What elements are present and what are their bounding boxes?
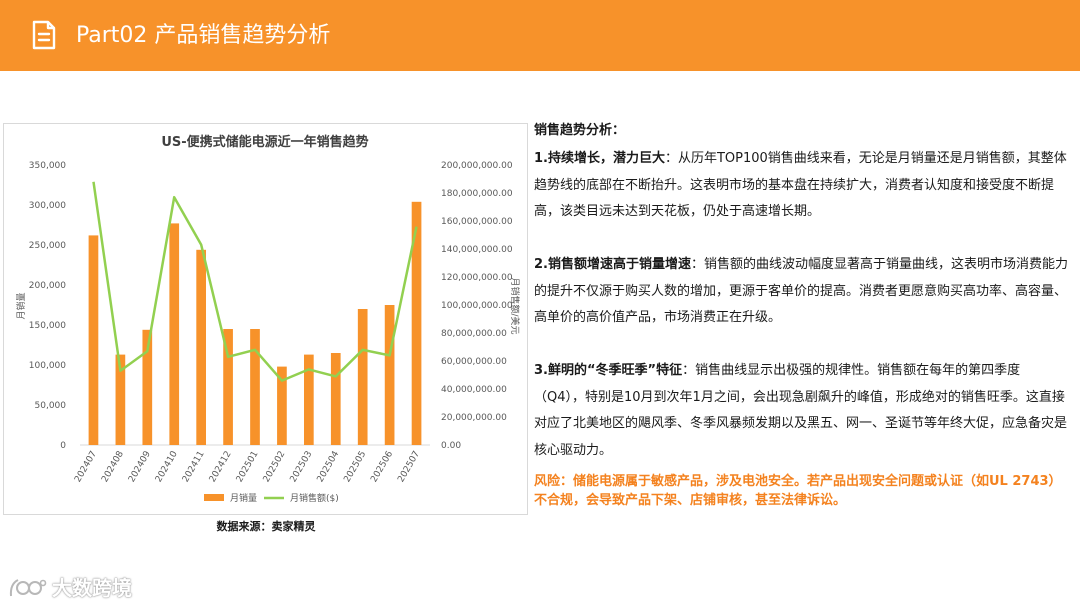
- x-tick-label: 202409: [127, 449, 153, 484]
- x-tick-label: 202501: [235, 450, 261, 485]
- bar-202410: [169, 223, 180, 445]
- x-tick-label: 202507: [396, 450, 422, 485]
- bar-202501: [250, 329, 260, 445]
- point-heading: 1.持续增长，潜力巨大: [534, 151, 665, 166]
- document-icon: [32, 20, 56, 50]
- left-axis-ticks: 0 50,000 100,000 150,000 200,000 250,000 300,0…: [29, 161, 66, 451]
- left-tick-label: 300,000: [29, 201, 66, 211]
- analysis-point-3: 3.鲜明的“冬季旺季”特征：销售曲线显示出极强的规律性。销售额在每年的第四季度（…: [534, 358, 1068, 464]
- data-source-caption: 数据来源：卖家精灵: [216, 520, 316, 533]
- x-tick-label: 202506: [369, 449, 395, 484]
- chart-legend: 月销量 月销售额($): [204, 492, 339, 504]
- point-body: ：从历年TOP100销售曲线来看，无论是月销量还是月销售额，其整体趋势线的底部在…: [534, 151, 1067, 219]
- x-tick-label: 202502: [262, 450, 288, 485]
- bar-202507: [411, 201, 422, 445]
- bar-202408: [115, 354, 126, 445]
- bar-202409: [142, 329, 153, 445]
- x-tick-label: 202411: [181, 450, 207, 485]
- right-tick-label: 0.00: [441, 441, 461, 451]
- left-tick-label: 150,000: [29, 321, 66, 331]
- point-heading: 2.销售额增速高于销量增速: [534, 257, 691, 272]
- chart-canvas: US-便携式储能电源近一年销售趋势 0 50,000 100,000 150,000 2…: [15, 134, 521, 504]
- x-tick-label: 202407: [73, 450, 99, 485]
- x-tick-label: 202504: [316, 449, 342, 484]
- title-bar: Part02 产品销售趋势分析: [0, 0, 1080, 71]
- bar-202407: [88, 235, 99, 445]
- bar-series-monthly-units: [88, 201, 422, 445]
- brand-logo-icon: [9, 579, 47, 597]
- right-tick-label: 40,000,000.00: [441, 385, 507, 395]
- sales-trend-chart: US-便携式储能电源近一年销售趋势 0 50,000 100,000 150,000 2…: [3, 123, 528, 515]
- analysis-panel: 销售趋势分析： 1.持续增长，潜力巨大：从历年TOP100销售曲线来看，无论是月…: [534, 121, 1068, 510]
- right-tick-label: 20,000,000.00: [441, 413, 507, 423]
- analysis-point-1: 1.持续增长，潜力巨大：从历年TOP100销售曲线来看，无论是月销量还是月销售额…: [534, 146, 1068, 226]
- legend-label-revenue: 月销售额($): [290, 492, 339, 504]
- bar-202502: [277, 366, 287, 445]
- left-tick-label: 350,000: [29, 161, 66, 171]
- right-axis-ticks: 0.00 20,000,000.00 40,000,000.00 60,000,000…: [441, 161, 513, 451]
- right-axis-label: 月销售额/美元: [509, 277, 521, 334]
- left-tick-label: 100,000: [29, 361, 66, 371]
- page-title: Part02 产品销售趋势分析: [76, 23, 331, 48]
- bar-202505: [357, 309, 368, 445]
- legend-swatch-units: [204, 494, 224, 501]
- x-tick-label: 202505: [342, 450, 368, 485]
- bar-202506: [384, 305, 395, 445]
- chart-title: US-便携式储能电源近一年销售趋势: [161, 134, 368, 150]
- legend-label-units: 月销量: [230, 492, 257, 504]
- right-tick-label: 180,000,000.00: [441, 189, 513, 199]
- right-tick-label: 60,000,000.00: [441, 357, 507, 367]
- bar-202503: [304, 354, 314, 445]
- right-tick-label: 200,000,000.00: [441, 161, 513, 171]
- x-tick-label: 202412: [208, 450, 234, 485]
- point-body: ：销售曲线显示出极强的规律性。销售额在每年的第四季度（Q4），特别是10月到次年…: [534, 363, 1068, 458]
- x-tick-label: 202503: [289, 450, 315, 485]
- x-tick-label: 202410: [154, 449, 180, 484]
- risk-note: 风险：储能电源属于敏感产品，涉及电池安全。若产品出现安全问题或认证（如UL 27…: [534, 474, 1062, 508]
- point-body: ：销售额的曲线波动幅度显著高于销量曲线，这表明市场消费能力的提升不仅源于购买人数…: [534, 257, 1068, 325]
- analysis-point-2: 2.销售额增速高于销量增速：销售额的曲线波动幅度显著高于销量曲线，这表明市场消费…: [534, 252, 1068, 332]
- left-tick-label: 0: [60, 441, 66, 451]
- left-tick-label: 250,000: [29, 241, 66, 251]
- watermark-logo: 大数跨境: [8, 576, 148, 600]
- watermark-text: 大数跨境: [52, 576, 132, 600]
- x-tick-label: 202408: [100, 449, 126, 484]
- bar-202412: [223, 329, 233, 445]
- bar-202504: [330, 353, 341, 445]
- right-tick-label: 160,000,000.00: [441, 217, 513, 227]
- right-tick-label: 80,000,000.00: [441, 329, 507, 339]
- analysis-title: 销售趋势分析：: [534, 123, 626, 138]
- left-tick-label: 200,000: [29, 281, 66, 291]
- left-tick-label: 50,000: [35, 401, 67, 411]
- right-tick-label: 100,000,000.00: [441, 301, 513, 311]
- right-tick-label: 140,000,000.00: [441, 245, 513, 255]
- right-tick-label: 120,000,000.00: [441, 273, 513, 283]
- left-axis-label: 月销量: [15, 292, 27, 319]
- bar-202411: [196, 249, 206, 445]
- line-series-monthly-revenue: [92, 181, 418, 382]
- point-heading: 3.鲜明的“冬季旺季”特征: [534, 363, 683, 378]
- x-axis-labels: 202407 202408 202409 202410 202411 202412 2025…: [73, 449, 422, 484]
